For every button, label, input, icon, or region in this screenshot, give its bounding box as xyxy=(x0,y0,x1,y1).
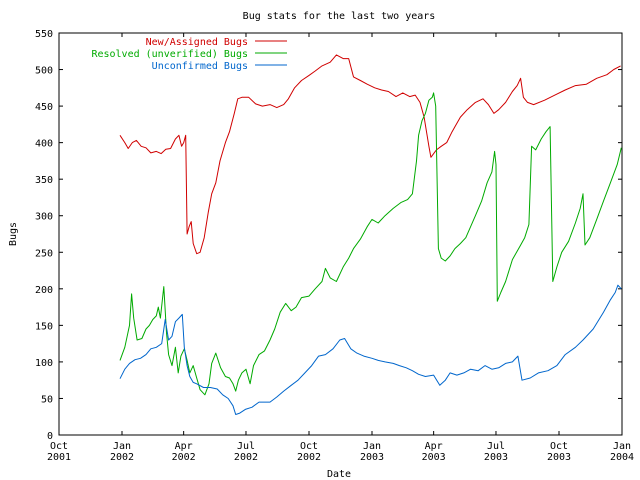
series-line-0 xyxy=(119,54,621,255)
y-tick-label: 250 xyxy=(35,248,53,259)
y-tick-label: 200 xyxy=(35,285,53,296)
x-tick-label-year: 2002 xyxy=(234,452,258,463)
x-tick-label-month: Jan xyxy=(113,441,131,452)
x-tick-label-month: Jan xyxy=(363,441,381,452)
x-tick-label-year: 2002 xyxy=(172,452,196,463)
x-tick-label-month: Oct xyxy=(550,441,568,452)
legend-label: Unconfirmed Bugs xyxy=(152,61,248,72)
plot-frame xyxy=(58,32,623,436)
x-tick-label-month: Jul xyxy=(487,441,505,452)
y-tick-label: 0 xyxy=(47,431,53,442)
y-tick-label: 450 xyxy=(35,102,53,113)
legend-label: New/Assigned Bugs xyxy=(146,37,248,48)
y-tick-label: 50 xyxy=(41,394,53,405)
y-tick-label: 300 xyxy=(35,212,53,223)
y-tick-label: 350 xyxy=(35,175,53,186)
x-tick-label-month: Oct xyxy=(300,441,318,452)
series-line-2 xyxy=(119,284,622,415)
legend-label: Resolved (unverified) Bugs xyxy=(91,49,248,60)
x-tick-label-year: 2002 xyxy=(297,452,321,463)
y-tick-label: 400 xyxy=(35,139,53,150)
x-tick-label-year: 2001 xyxy=(47,452,71,463)
x-axis-label: Date xyxy=(327,469,351,480)
series-line-1 xyxy=(119,92,622,396)
x-tick-label-month: Apr xyxy=(175,441,193,452)
x-tick-label-year: 2003 xyxy=(422,452,446,463)
series-layer xyxy=(119,54,622,415)
x-axis: Oct2001Jan2002Apr2002Jul2002Oct2002Jan20… xyxy=(47,33,634,463)
x-tick-label-month: Jan xyxy=(613,441,631,452)
x-tick-label-year: 2003 xyxy=(547,452,571,463)
x-tick-label-month: Jul xyxy=(237,441,255,452)
y-axis: 0 50 100 150 200 250 300 350 400 450 500 550 xyxy=(35,29,622,442)
y-axis-label: Bugs xyxy=(8,222,19,246)
chart-title: Bug stats for the last two years xyxy=(243,11,436,22)
y-tick-label: 100 xyxy=(35,358,53,369)
x-tick-label-year: 2003 xyxy=(360,452,384,463)
x-tick-label-month: Oct xyxy=(50,441,68,452)
x-tick-label-year: 2002 xyxy=(110,452,134,463)
x-tick-label-month: Apr xyxy=(425,441,443,452)
x-tick-label-year: 2003 xyxy=(484,452,508,463)
y-tick-label: 150 xyxy=(35,321,53,332)
y-tick-label: 550 xyxy=(35,29,53,40)
y-tick-label: 500 xyxy=(35,66,53,77)
x-tick-label-year: 2004 xyxy=(610,452,634,463)
